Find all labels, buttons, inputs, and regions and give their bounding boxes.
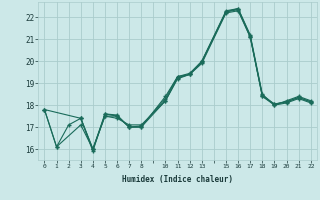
X-axis label: Humidex (Indice chaleur): Humidex (Indice chaleur) (122, 175, 233, 184)
